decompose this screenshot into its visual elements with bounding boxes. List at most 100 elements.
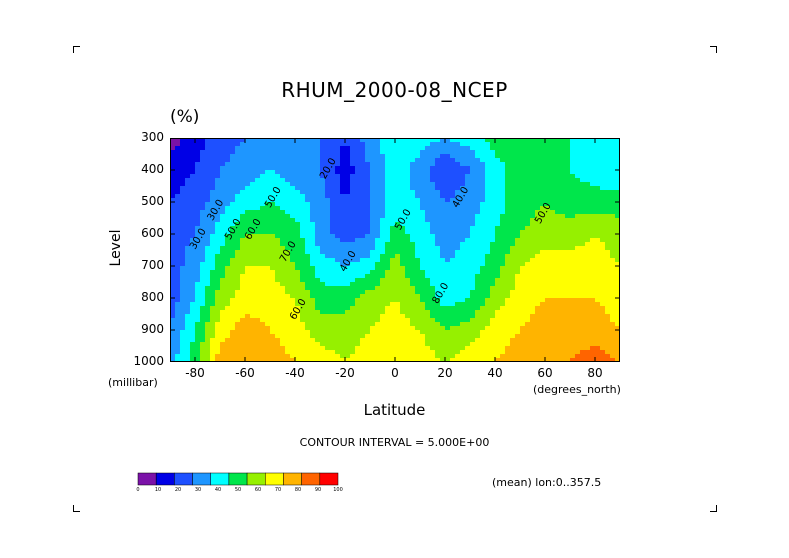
heatmap-cell	[390, 214, 396, 219]
heatmap-cell	[235, 270, 241, 275]
heatmap-cell	[235, 138, 241, 143]
heatmap-cell	[260, 278, 266, 283]
heatmap-cell	[495, 206, 501, 211]
heatmap-cell	[505, 202, 511, 207]
heatmap-cell	[170, 186, 176, 191]
heatmap-cell	[570, 314, 576, 319]
heatmap-cell	[435, 218, 441, 223]
heatmap-cell	[445, 286, 451, 291]
heatmap-cell	[505, 166, 511, 171]
heatmap-cell	[435, 206, 441, 211]
heatmap-cell	[520, 354, 526, 359]
heatmap-cell	[355, 326, 361, 331]
heatmap-cell	[600, 210, 606, 215]
heatmap-cell	[345, 162, 351, 167]
heatmap-cell	[410, 194, 416, 199]
heatmap-cell	[355, 342, 361, 347]
heatmap-cell	[550, 238, 556, 243]
heatmap-cell	[270, 194, 276, 199]
heatmap-cell	[255, 306, 261, 311]
heatmap-cell	[390, 210, 396, 215]
heatmap-cell	[390, 146, 396, 151]
heatmap-cell	[195, 294, 201, 299]
heatmap-cell	[170, 142, 176, 147]
heatmap-cell	[495, 190, 501, 195]
heatmap-cell	[600, 202, 606, 207]
heatmap-cell	[530, 290, 536, 295]
heatmap-cell	[285, 314, 291, 319]
heatmap-cell	[265, 230, 271, 235]
heatmap-cell	[210, 302, 216, 307]
heatmap-cell	[175, 242, 181, 247]
heatmap-cell	[375, 322, 381, 327]
heatmap-cell	[510, 190, 516, 195]
heatmap-cell	[495, 234, 501, 239]
heatmap-cell	[295, 222, 301, 227]
heatmap-cell	[255, 358, 261, 362]
heatmap-cell	[425, 322, 431, 327]
heatmap-cell	[585, 222, 591, 227]
heatmap-cell	[545, 294, 551, 299]
heatmap-cell	[250, 290, 256, 295]
heatmap-cell	[615, 162, 620, 167]
heatmap-cell	[215, 222, 221, 227]
heatmap-cell	[320, 254, 326, 259]
heatmap-cell	[390, 234, 396, 239]
heatmap-cell	[550, 322, 556, 327]
heatmap-cell	[455, 350, 461, 355]
heatmap-cell	[195, 258, 201, 263]
heatmap-cell	[355, 258, 361, 263]
heatmap-cell	[200, 234, 206, 239]
heatmap-cell	[460, 226, 466, 231]
heatmap-cell	[435, 182, 441, 187]
heatmap-cell	[595, 170, 601, 175]
heatmap-cell	[335, 154, 341, 159]
heatmap-cell	[220, 226, 226, 231]
heatmap-cell	[515, 218, 521, 223]
heatmap-cell	[450, 234, 456, 239]
heatmap-cell	[210, 246, 216, 251]
heatmap-cell	[370, 250, 376, 255]
heatmap-cell	[220, 174, 226, 179]
heatmap-cell	[310, 302, 316, 307]
heatmap-cell	[360, 306, 366, 311]
heatmap-cell	[460, 334, 466, 339]
heatmap-cell	[445, 334, 451, 339]
heatmap-cell	[505, 314, 511, 319]
heatmap-cell	[270, 326, 276, 331]
heatmap-cell	[430, 354, 436, 359]
heatmap-cell	[460, 222, 466, 227]
heatmap-cell	[560, 306, 566, 311]
heatmap-cell	[215, 342, 221, 347]
heatmap-cell	[585, 138, 591, 143]
heatmap-cell	[350, 354, 356, 359]
heatmap-cell	[440, 190, 446, 195]
heatmap-cell	[380, 142, 386, 147]
heatmap-cell	[425, 154, 431, 159]
heatmap-cell	[255, 286, 261, 291]
heatmap-cell	[285, 350, 291, 355]
heatmap-cell	[615, 210, 620, 215]
heatmap-cell	[235, 162, 241, 167]
heatmap-cell	[315, 146, 321, 151]
heatmap-cell	[295, 186, 301, 191]
heatmap-cell	[270, 314, 276, 319]
heatmap-cell	[235, 234, 241, 239]
heatmap-cell	[445, 170, 451, 175]
heatmap-cell	[525, 270, 531, 275]
heatmap-cell	[200, 150, 206, 155]
heatmap-cell	[555, 170, 561, 175]
heatmap-cell	[340, 342, 346, 347]
heatmap-cell	[350, 174, 356, 179]
heatmap-cell	[595, 138, 601, 143]
heatmap-cell	[180, 210, 186, 215]
heatmap-cell	[545, 154, 551, 159]
heatmap-cell	[275, 162, 281, 167]
heatmap-cell	[320, 250, 326, 255]
heatmap-cell	[525, 250, 531, 255]
heatmap-cell	[595, 338, 601, 343]
heatmap-cell	[420, 186, 426, 191]
heatmap-cell	[280, 342, 286, 347]
heatmap-cell	[585, 258, 591, 263]
heatmap-cell	[320, 162, 326, 167]
